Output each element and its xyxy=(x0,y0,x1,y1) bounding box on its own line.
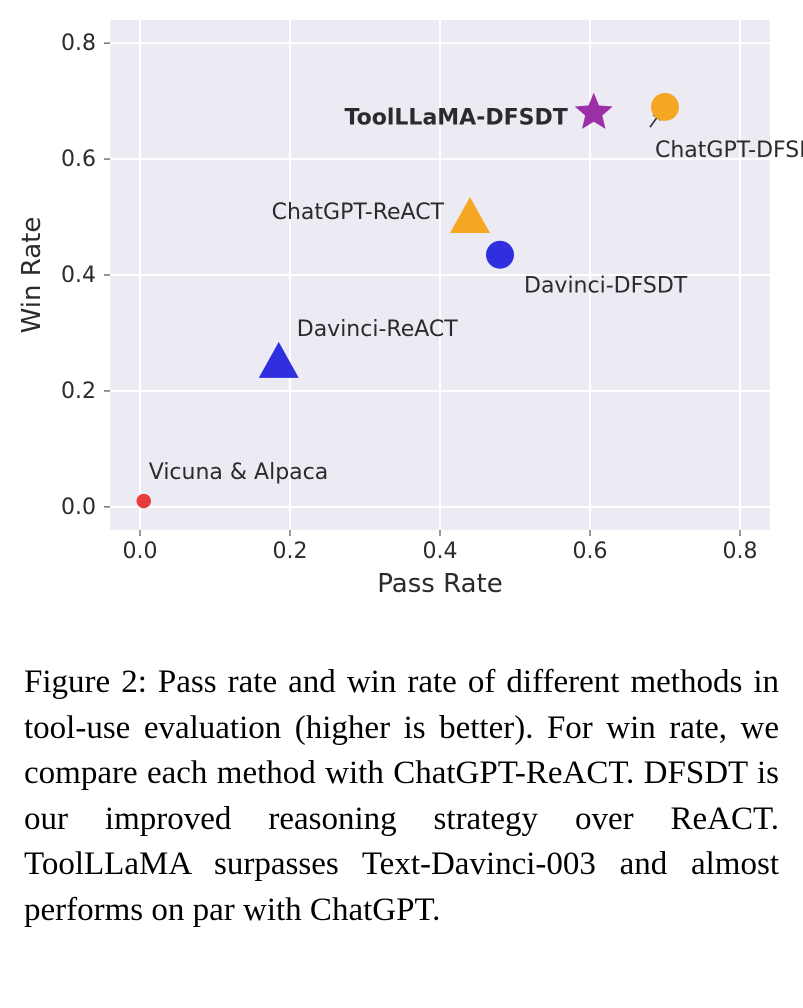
figure-label: Figure 2: xyxy=(24,664,147,700)
svg-text:0.0: 0.0 xyxy=(123,539,158,564)
scatter-chart: 0.0 0.2 0.4 0.6 0.8 0.0 0.2 0.4 0.6 0.8 Pass Rate W… xyxy=(0,0,803,620)
point-label-toolllama-dfsdt: ToolLLaMA-DFSDT xyxy=(345,106,568,131)
svg-text:0.8: 0.8 xyxy=(723,539,758,564)
svg-text:0.4: 0.4 xyxy=(61,263,96,288)
svg-text:0.2: 0.2 xyxy=(61,379,96,404)
chart-svg: 0.0 0.2 0.4 0.6 0.8 0.0 0.2 0.4 0.6 0.8 Pass Rate W… xyxy=(0,0,803,620)
svg-text:Pass Rate: Pass Rate xyxy=(377,569,502,599)
svg-text:0.8: 0.8 xyxy=(61,31,96,56)
svg-text:Win Rate: Win Rate xyxy=(17,217,47,334)
point-label-vicuna-alpaca: Vicuna & Alpaca xyxy=(149,460,328,485)
figure-caption-text: Pass rate and win rate of different meth… xyxy=(24,664,779,928)
point-label-chatgpt-react: ChatGPT-ReACT xyxy=(272,200,445,225)
svg-text:0.2: 0.2 xyxy=(273,539,308,564)
svg-text:0.0: 0.0 xyxy=(61,495,96,520)
svg-text:0.6: 0.6 xyxy=(573,539,608,564)
figure-caption: Figure 2: Pass rate and win rate of diff… xyxy=(24,660,779,933)
point-label-davinci-dfsdt: Davinci-DFSDT xyxy=(524,274,688,299)
point-label-davinci-react: Davinci-ReACT xyxy=(297,317,459,342)
svg-text:0.6: 0.6 xyxy=(61,147,96,172)
page-root: 0.0 0.2 0.4 0.6 0.8 0.0 0.2 0.4 0.6 0.8 Pass Rate W… xyxy=(0,0,803,1008)
point-label-chatgpt-dfsdt: ChatGPT-DFSDT xyxy=(655,138,803,163)
svg-text:0.4: 0.4 xyxy=(423,539,458,564)
